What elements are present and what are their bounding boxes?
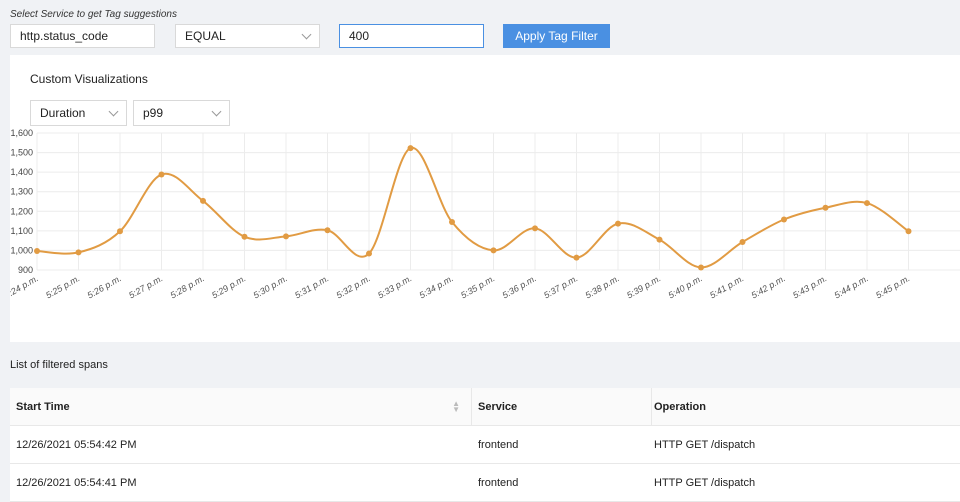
x-tick-label: 5:41 p.m. bbox=[708, 273, 746, 300]
data-point bbox=[283, 233, 289, 240]
aggregation-value: p99 bbox=[143, 106, 164, 120]
table-row[interactable]: 12/26/2021 05:54:41 PM frontend HTTP GET… bbox=[10, 464, 960, 502]
series-line bbox=[36, 147, 910, 269]
x-tick-label: 5:26 p.m. bbox=[85, 273, 123, 300]
x-tick-label: 5:42 p.m. bbox=[749, 273, 787, 300]
y-tick-label: 1,200 bbox=[10, 206, 33, 216]
data-point bbox=[490, 247, 497, 254]
y-tick-label: 1,300 bbox=[10, 187, 33, 197]
y-tick-label: 1,500 bbox=[10, 148, 33, 158]
tag-value-text: 400 bbox=[349, 29, 370, 43]
data-point bbox=[407, 145, 414, 152]
operator-select[interactable]: EQUAL bbox=[175, 24, 320, 48]
data-point bbox=[532, 225, 538, 232]
y-tick-label: 1,600 bbox=[10, 128, 33, 138]
data-point bbox=[739, 239, 746, 246]
x-tick-label: 5:40 p.m. bbox=[666, 273, 704, 300]
column-header-service: Service bbox=[478, 400, 518, 413]
x-tick-label: 5:38 p.m. bbox=[583, 273, 621, 300]
data-point bbox=[905, 228, 912, 235]
data-point bbox=[366, 250, 372, 257]
column-divider bbox=[651, 388, 652, 426]
metric-value: Duration bbox=[40, 106, 86, 120]
data-point bbox=[781, 216, 787, 223]
x-tick-label: 5:25 p.m. bbox=[44, 273, 82, 300]
x-tick-label: 5:36 p.m. bbox=[500, 273, 538, 300]
apply-tag-filter-button[interactable]: Apply Tag Filter bbox=[503, 24, 610, 48]
y-tick-label: 1,100 bbox=[10, 226, 33, 236]
x-tick-label: 5:31 p.m. bbox=[293, 273, 331, 300]
cell-operation: HTTP GET /dispatch bbox=[654, 476, 756, 489]
x-tick-label: 5:43 p.m. bbox=[791, 273, 829, 300]
cell-start-time: 12/26/2021 05:54:42 PM bbox=[16, 438, 137, 451]
x-tick-label: 5:34 p.m. bbox=[417, 273, 455, 300]
cell-start-time: 12/26/2021 05:54:41 PM bbox=[16, 476, 137, 489]
x-tick-label: 5:24 p.m. bbox=[10, 273, 40, 300]
column-label: Start Time bbox=[16, 400, 70, 413]
table-header: Start Time ▲ ▼ Service Operation bbox=[10, 388, 960, 426]
x-tick-label: 5:33 p.m. bbox=[376, 273, 414, 300]
cell-service: frontend bbox=[478, 438, 519, 451]
data-point bbox=[158, 171, 165, 178]
tag-value-input[interactable]: 400 bbox=[339, 24, 484, 48]
data-point bbox=[241, 233, 248, 240]
operator-value: EQUAL bbox=[185, 29, 226, 43]
duration-line-chart: 900 1,000 1,100 1,200 1,300 1,400 1,500 1,600 5:… bbox=[10, 128, 960, 300]
data-point bbox=[324, 227, 331, 234]
y-tick-label: 1,000 bbox=[10, 245, 33, 255]
column-header-operation: Operation bbox=[654, 400, 706, 413]
sort-icon[interactable]: ▲ ▼ bbox=[452, 398, 460, 414]
x-tick-label: 5:28 p.m. bbox=[168, 273, 206, 300]
cell-service: frontend bbox=[478, 476, 519, 489]
data-point bbox=[656, 236, 663, 243]
data-point bbox=[449, 219, 455, 226]
data-point bbox=[200, 197, 206, 204]
x-tick-label: 5:32 p.m. bbox=[334, 273, 372, 300]
tag-key-value: http.status_code bbox=[20, 29, 109, 43]
metric-select[interactable]: Duration bbox=[30, 100, 127, 126]
column-divider bbox=[471, 388, 472, 426]
aggregation-select[interactable]: p99 bbox=[133, 100, 230, 126]
chevron-down-icon bbox=[301, 29, 312, 39]
data-point bbox=[34, 248, 40, 255]
x-tick-label: 5:35 p.m. bbox=[459, 273, 497, 300]
x-tick-label: 5:45 p.m. bbox=[874, 273, 912, 300]
data-point bbox=[822, 204, 829, 211]
column-header-start-time[interactable]: Start Time ▲ ▼ bbox=[10, 398, 465, 414]
spans-list-title: List of filtered spans bbox=[10, 359, 108, 371]
table-row[interactable]: 12/26/2021 05:54:42 PM frontend HTTP GET… bbox=[10, 426, 960, 464]
x-tick-label: 5:37 p.m. bbox=[542, 273, 580, 300]
y-tick-label: 900 bbox=[18, 265, 33, 275]
tag-suggestion-hint: Select Service to get Tag suggestions bbox=[10, 9, 177, 20]
custom-visualizations-panel: Custom Visualizations Duration p99 900 1,… bbox=[10, 55, 960, 342]
x-tick-label: 5:39 p.m. bbox=[625, 273, 663, 300]
cell-operation: HTTP GET /dispatch bbox=[654, 438, 756, 451]
data-point bbox=[615, 220, 621, 227]
x-tick-label: 5:29 p.m. bbox=[210, 273, 248, 300]
data-point bbox=[117, 228, 123, 235]
data-point bbox=[864, 200, 870, 207]
data-point bbox=[75, 249, 82, 256]
panel-title: Custom Visualizations bbox=[30, 72, 148, 86]
y-tick-label: 1,400 bbox=[10, 167, 33, 177]
spans-table: Start Time ▲ ▼ Service Operation 12/26/20… bbox=[10, 388, 960, 502]
data-point bbox=[573, 254, 580, 261]
x-tick-label: 5:44 p.m. bbox=[832, 273, 870, 300]
data-point bbox=[698, 264, 704, 271]
x-tick-label: 5:27 p.m. bbox=[127, 273, 165, 300]
tag-key-input[interactable]: http.status_code bbox=[10, 24, 155, 48]
x-tick-label: 5:30 p.m. bbox=[251, 273, 289, 300]
